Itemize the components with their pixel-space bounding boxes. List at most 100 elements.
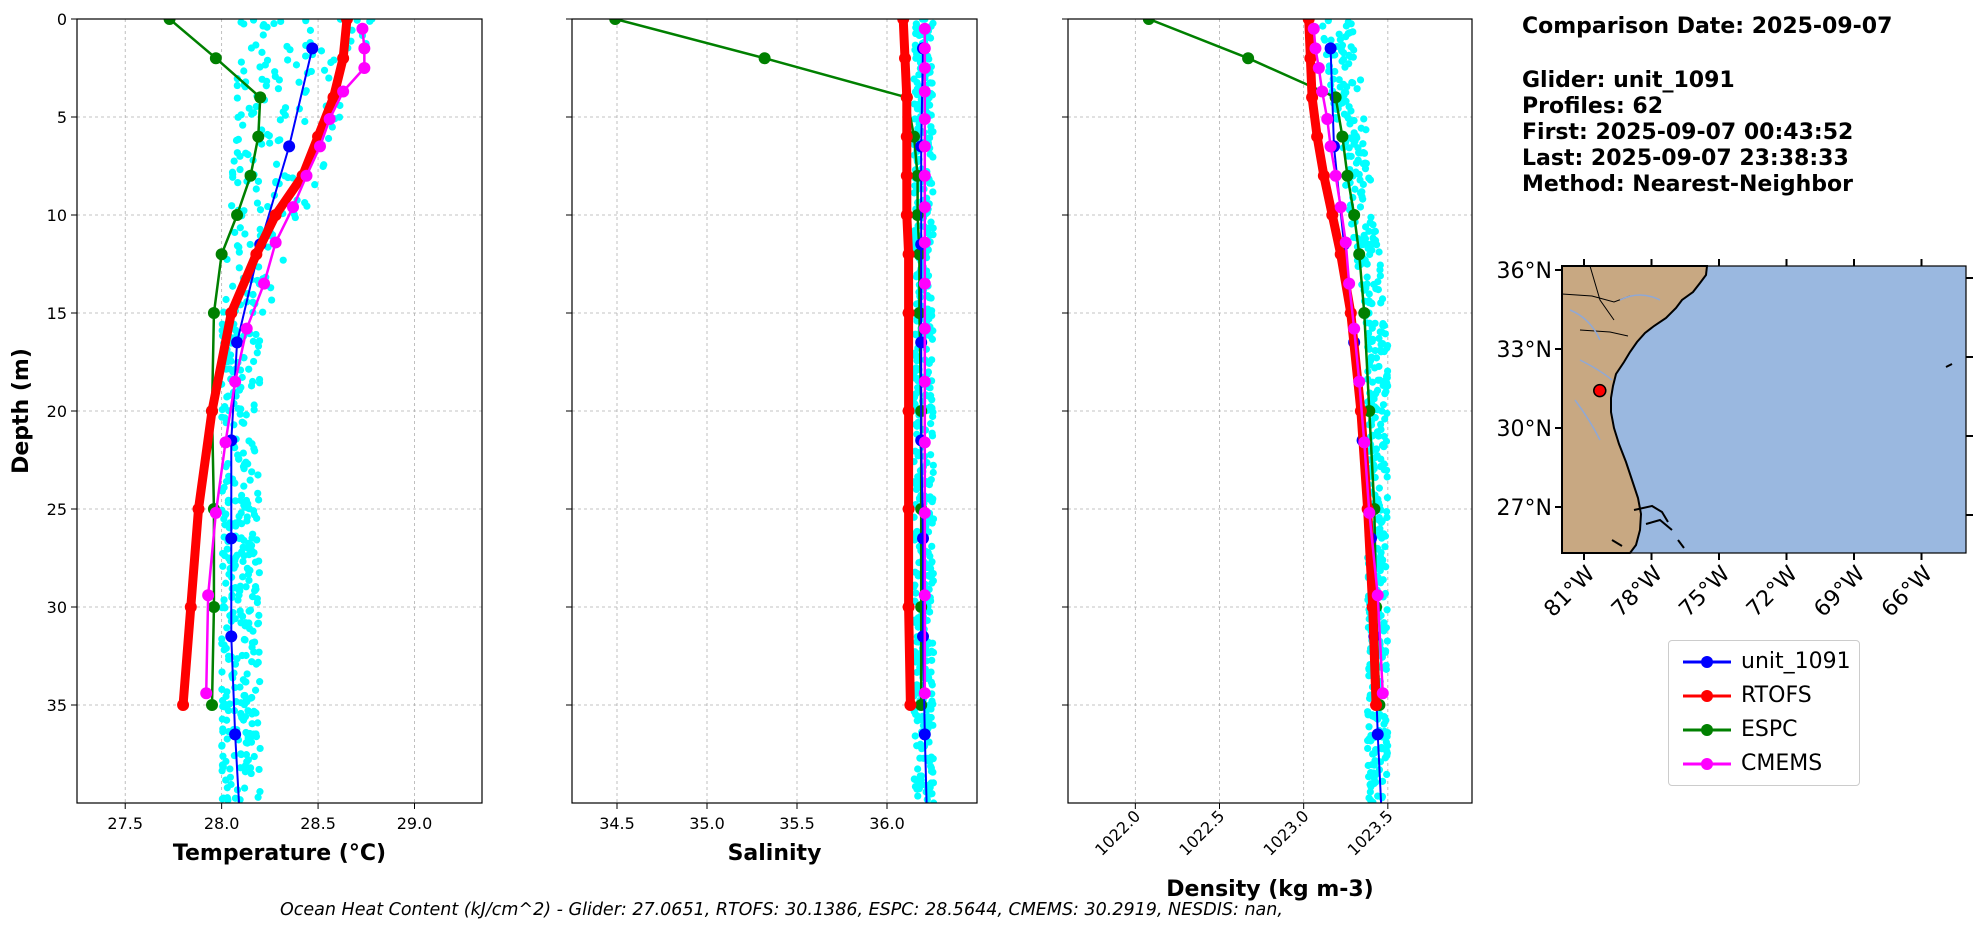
scatter-point xyxy=(233,81,241,90)
scatter-point xyxy=(250,648,258,656)
scatter-point xyxy=(916,772,924,780)
scatter-point xyxy=(1338,57,1346,65)
scatter-point xyxy=(231,561,239,569)
scatter-point xyxy=(224,392,232,400)
scatter-point xyxy=(236,165,244,174)
scatter-point xyxy=(239,121,247,129)
marker-rtofs xyxy=(184,601,197,613)
scatter-point xyxy=(1375,484,1383,492)
map-lat-label: 30°N xyxy=(1497,417,1552,442)
scatter-point xyxy=(1346,120,1354,128)
marker-unit-1091 xyxy=(283,140,296,153)
scatter-point xyxy=(223,784,231,792)
scatter-point xyxy=(1375,531,1383,539)
xtick-label: 35.5 xyxy=(779,814,815,833)
scatter-point xyxy=(229,282,237,290)
scatter-point xyxy=(234,179,242,187)
scatter-point xyxy=(241,230,249,238)
scatter-point xyxy=(1331,67,1339,76)
scatter-point xyxy=(1350,129,1358,137)
xtick-label: 1023.5 xyxy=(1344,806,1397,859)
scatter-point xyxy=(1381,330,1389,338)
scatter-point xyxy=(1350,46,1358,54)
scatter-point xyxy=(245,365,253,373)
plot-area-salinity xyxy=(609,19,938,803)
scatter-point xyxy=(1382,738,1390,746)
scatter-point xyxy=(218,487,226,495)
scatter-point xyxy=(928,579,936,587)
marker-cmems xyxy=(1353,375,1366,388)
plot-area-density xyxy=(1142,19,1392,803)
scatter-point xyxy=(1380,713,1388,721)
scatter-point xyxy=(218,795,226,803)
scatter-point xyxy=(255,569,263,577)
scatter-point xyxy=(1383,494,1391,502)
map-frame xyxy=(1561,265,1967,554)
scatter-point xyxy=(927,127,935,135)
marker-cmems xyxy=(269,236,282,249)
scatter-point xyxy=(252,41,260,49)
scatter-point xyxy=(929,468,937,477)
scatter-point xyxy=(230,157,238,165)
scatter-point xyxy=(1335,76,1343,84)
marker-cmems xyxy=(1334,201,1347,214)
scatter-point xyxy=(1383,749,1391,757)
scatter-point xyxy=(1380,466,1388,474)
scatter-point xyxy=(1319,22,1327,30)
plot-area-temperature xyxy=(163,19,376,803)
marker-cmems xyxy=(918,22,931,35)
map-lon-label: 75°W xyxy=(1675,561,1736,622)
scatter-point xyxy=(913,527,921,536)
scatter-point xyxy=(246,566,254,575)
scatter-point xyxy=(256,63,264,71)
scatter-point xyxy=(1376,758,1385,766)
scatter-point xyxy=(1373,451,1381,460)
scatter-point xyxy=(1371,236,1380,245)
scatter-point xyxy=(915,71,923,79)
scatter-point xyxy=(240,20,248,28)
scatter-point xyxy=(1369,221,1377,229)
xtick-label: 29.0 xyxy=(397,814,433,833)
scatter-point xyxy=(1339,49,1348,57)
scatter-point xyxy=(274,137,282,145)
marker-rtofs xyxy=(177,699,190,711)
map-lat-label: 36°N xyxy=(1497,259,1552,284)
scatter-point xyxy=(1381,415,1389,423)
scatter-point xyxy=(238,491,246,499)
scatter-point xyxy=(1378,745,1386,753)
marker-espc xyxy=(206,699,218,711)
scatter-point xyxy=(911,46,919,54)
scatter-point xyxy=(913,105,922,113)
scatter-point xyxy=(239,449,247,457)
scatter-point xyxy=(219,562,227,570)
scatter-point xyxy=(1383,637,1391,645)
scatter-point xyxy=(254,471,262,479)
scatter-point xyxy=(256,225,264,234)
marker-rtofs xyxy=(900,91,913,104)
scatter-point xyxy=(1364,329,1373,337)
marker-rtofs xyxy=(1366,601,1379,613)
panel-density: 1022.0 1022.5 1023.0 1023.5 Density (kg m-3) xyxy=(1062,18,1473,902)
scatter-point xyxy=(255,337,264,345)
scatter-point xyxy=(223,545,231,553)
scatter-point xyxy=(1343,112,1351,120)
scatter-point xyxy=(302,87,310,95)
xtick-label: 1022.0 xyxy=(1091,806,1144,859)
marker-cmems xyxy=(240,322,253,335)
map-lat-label: 27°N xyxy=(1497,496,1552,521)
scatter-point xyxy=(924,640,933,648)
scatter-point xyxy=(1365,723,1373,731)
scatter-point xyxy=(924,392,933,400)
scatter-point xyxy=(1379,401,1388,409)
scatter-point xyxy=(914,792,922,800)
marker-cmems xyxy=(258,277,271,290)
marker-rtofs xyxy=(1334,248,1347,261)
scatter-point xyxy=(236,683,244,691)
scatter-point xyxy=(219,752,227,760)
scatter-point xyxy=(1374,376,1382,384)
scatter-point xyxy=(1381,390,1389,398)
marker-rtofs xyxy=(1304,52,1317,65)
marker-rtofs xyxy=(206,405,218,417)
first-time: First: 2025-09-07 00:43:52 xyxy=(1522,120,1854,145)
marker-rtofs xyxy=(902,405,915,417)
